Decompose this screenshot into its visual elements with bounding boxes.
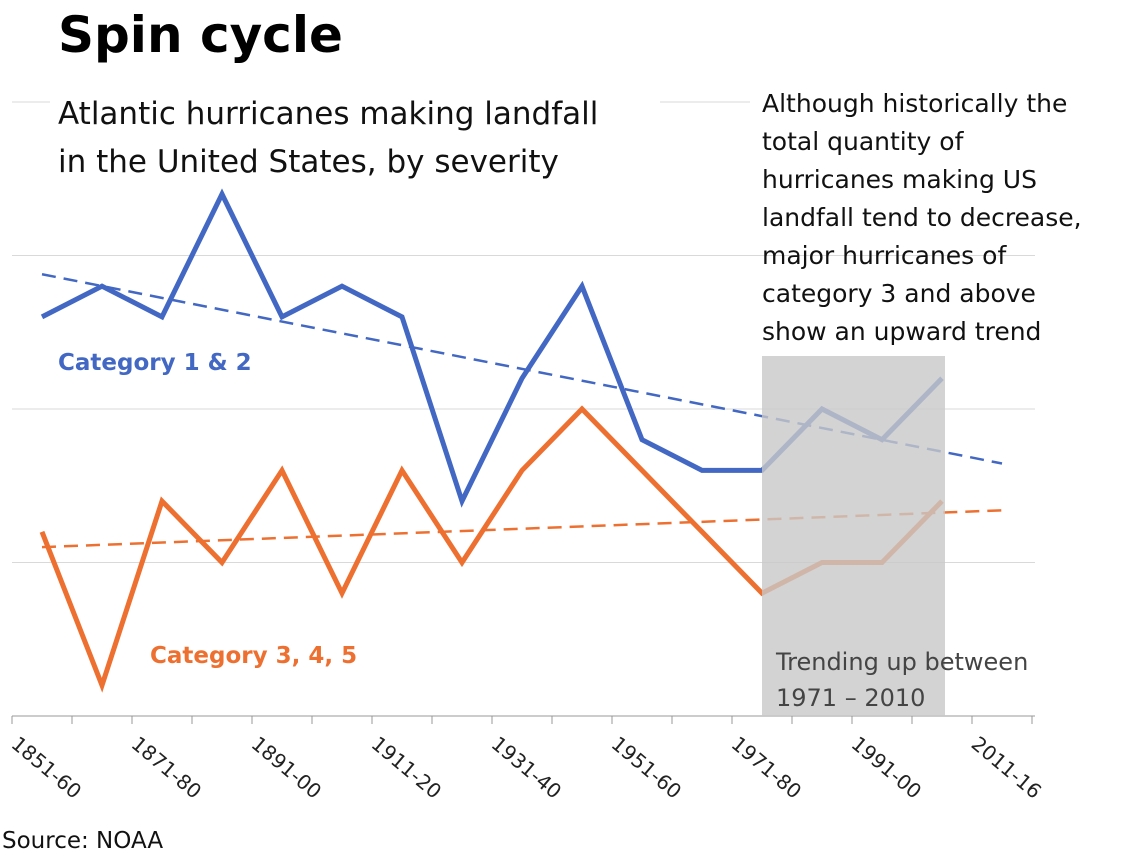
annotation-line: major hurricanes of	[762, 241, 1007, 270]
x-tick-label: 1971-80	[727, 731, 806, 803]
x-axis: 1851-60 1871-80 1891-00 1911-20 1931-40 1951-…	[7, 716, 1046, 804]
x-tick-label: 1991-00	[847, 731, 926, 803]
x-tick-label: 1851-60	[7, 731, 86, 803]
series-label: Category 1 & 2	[58, 350, 252, 376]
x-tick-label: 1951-60	[607, 731, 686, 803]
annotation-line: Although historically the	[762, 89, 1067, 118]
subtitle: in the United States, by severity	[58, 144, 559, 180]
source: Source: NOAA	[2, 828, 163, 854]
highlight-label: Trending up between	[775, 648, 1028, 676]
highlight-label: 1971 – 2010	[776, 684, 925, 712]
x-tick-label: 1891-00	[247, 731, 326, 803]
x-tick-label: 1931-40	[487, 731, 566, 803]
annotation: Although historically the total quantity …	[762, 89, 1082, 346]
series-label: Category 3, 4, 5	[150, 643, 357, 669]
annotation-bg	[750, 86, 1130, 116]
annotation-line: total quantity of	[762, 127, 965, 156]
highlight-band	[762, 356, 945, 716]
x-tick-label: 2011-16	[967, 731, 1046, 803]
annotation-line: hurricanes making US	[762, 165, 1037, 194]
annotation-line: category 3 and above	[762, 279, 1036, 308]
annotation-line: show an upward trend	[762, 317, 1041, 346]
x-tick-label: 1911-20	[367, 731, 446, 803]
annotation-line: landfall tend to decrease,	[762, 203, 1082, 232]
subtitle: Atlantic hurricanes making landfall	[58, 96, 598, 132]
x-tick-label: 1871-80	[127, 731, 206, 803]
chart-title: Spin cycle	[58, 6, 343, 64]
subtitle-bg	[50, 86, 660, 116]
